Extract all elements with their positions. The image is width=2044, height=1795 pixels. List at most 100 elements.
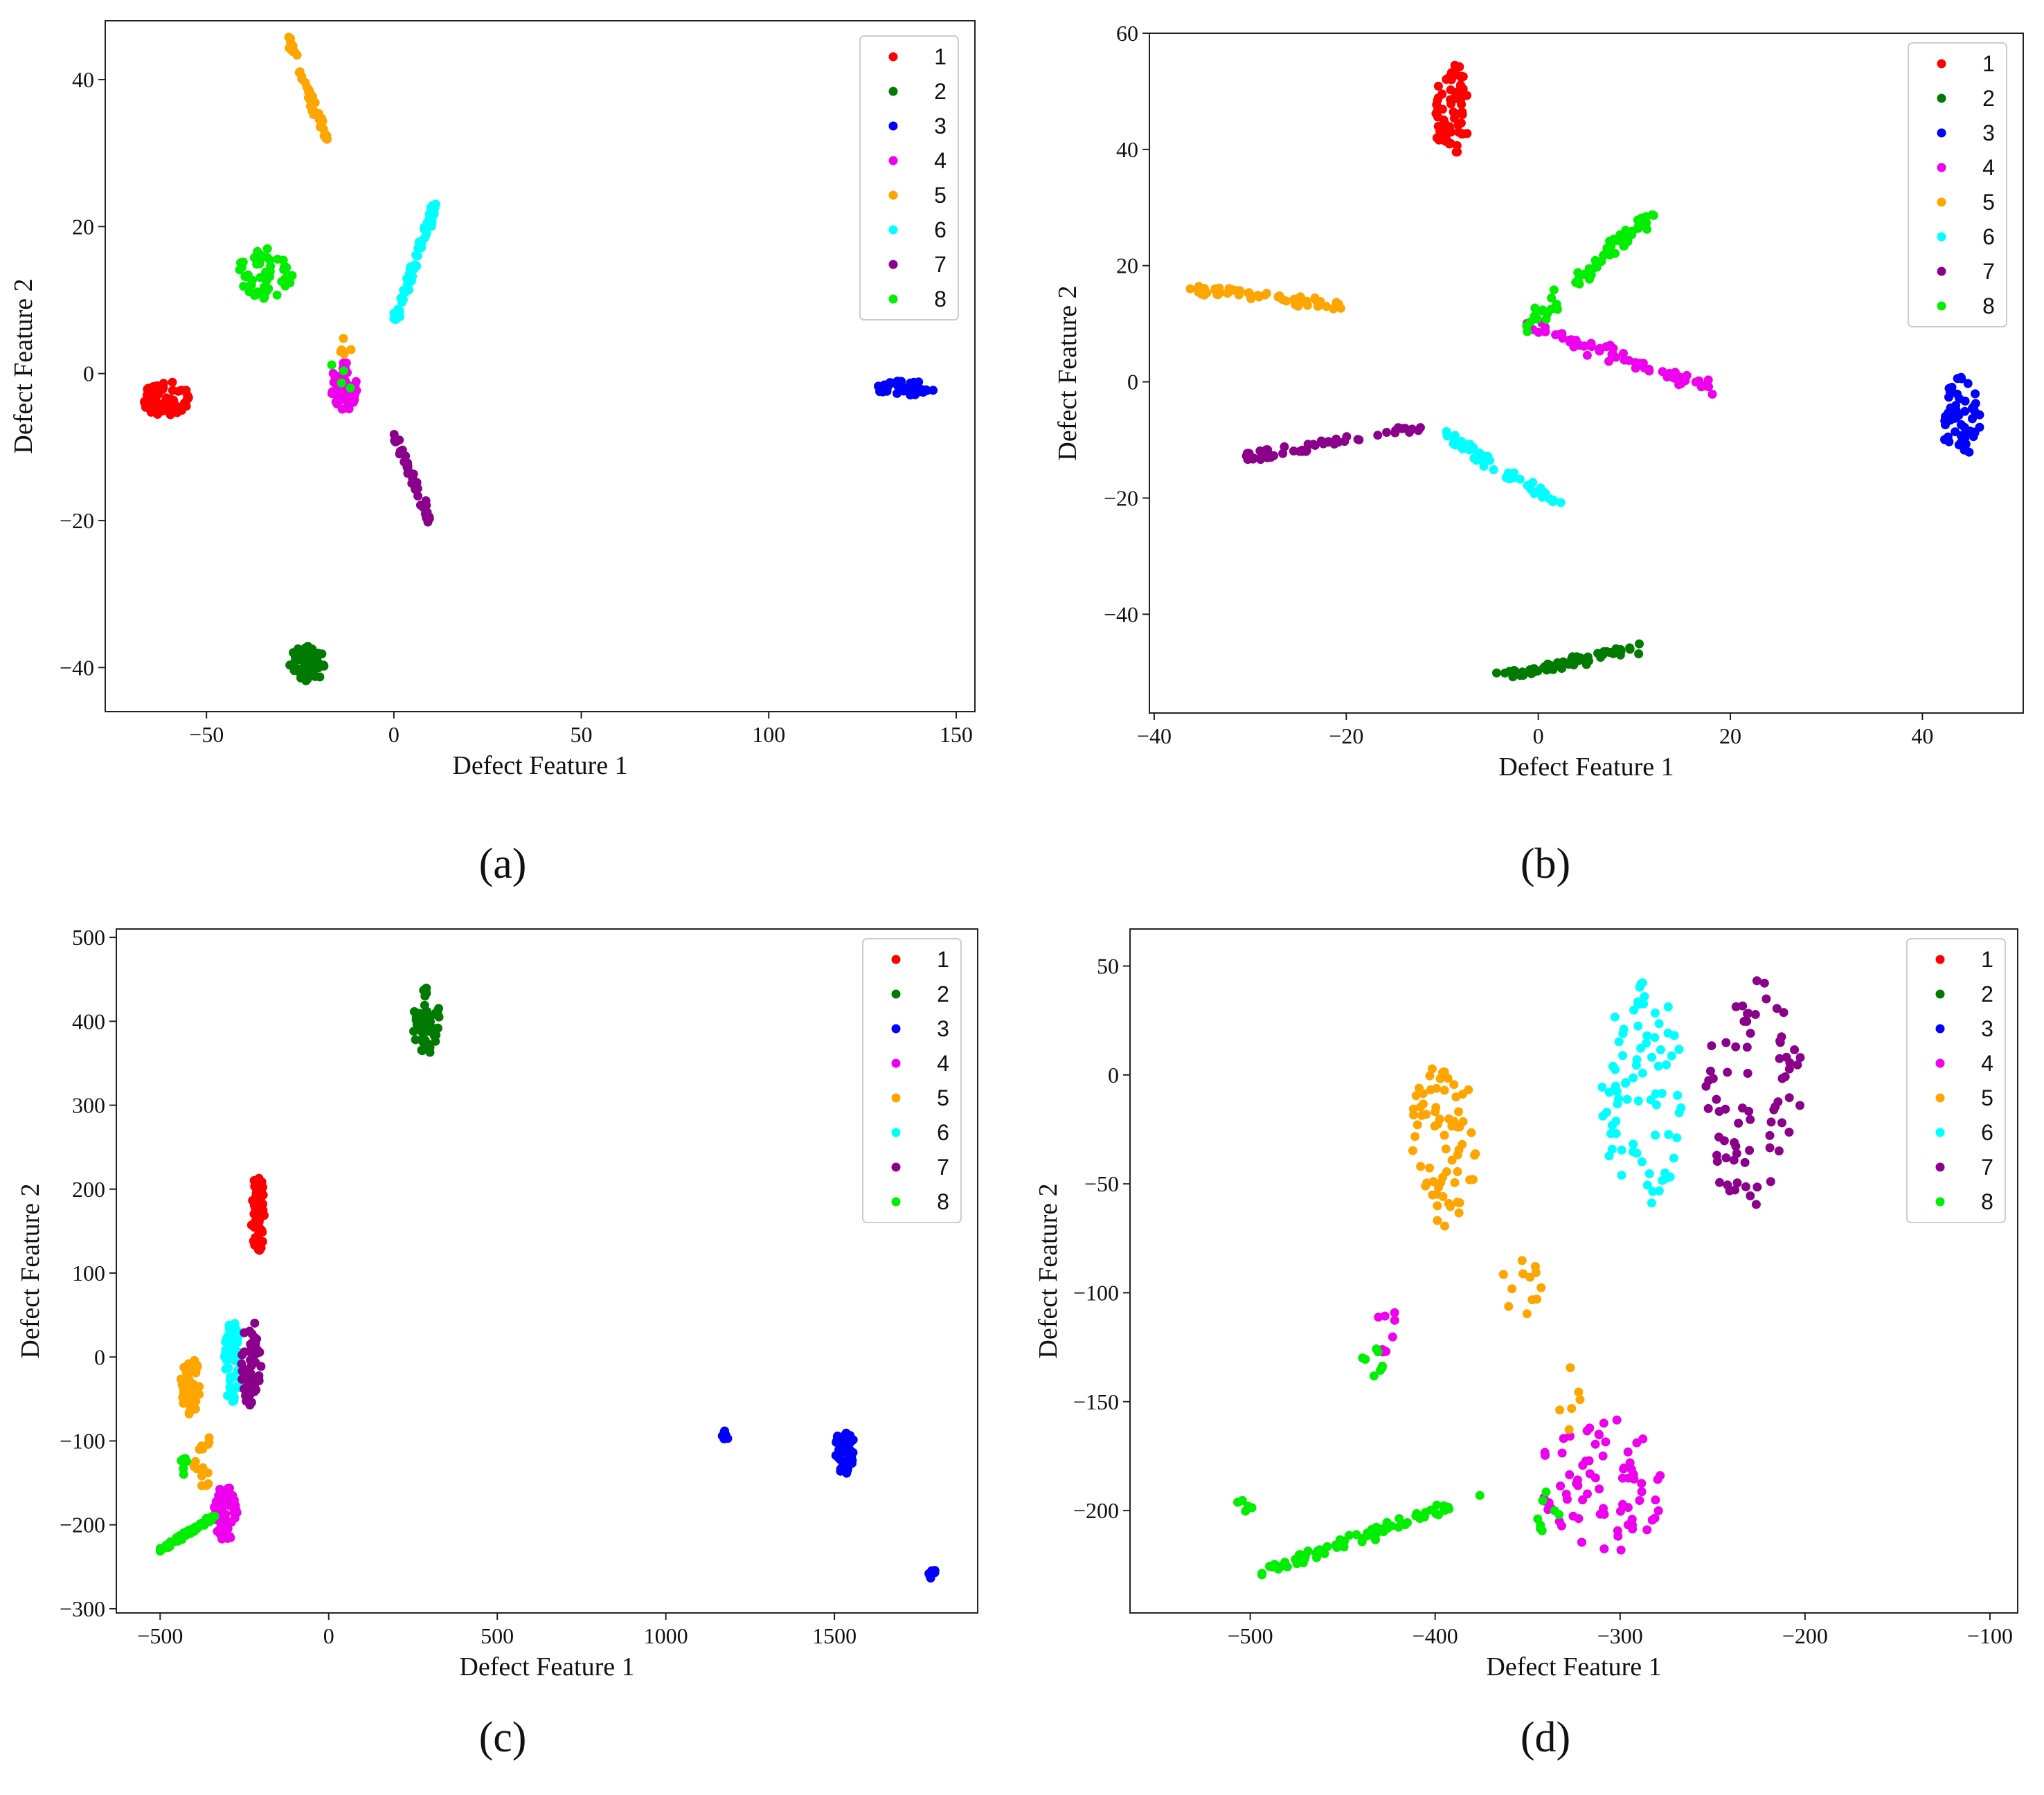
point-class-7 xyxy=(1729,1155,1739,1165)
point-class-6 xyxy=(1536,486,1546,496)
y-tick-label: −150 xyxy=(1073,1389,1119,1414)
y-tick-label: 60 xyxy=(1116,21,1138,46)
x-axis-title: Defect Feature 1 xyxy=(459,1652,634,1681)
point-class-2 xyxy=(1635,639,1644,649)
point-class-7 xyxy=(244,1346,254,1356)
point-class-5 xyxy=(1525,1272,1535,1282)
legend: 1 2 3 4 5 6 7 8 xyxy=(862,938,962,1223)
point-class-6 xyxy=(1648,1187,1658,1196)
point-class-7 xyxy=(1765,1130,1775,1140)
point-class-3 xyxy=(879,384,889,393)
point-class-5 xyxy=(1458,1117,1468,1126)
point-class-7 xyxy=(1723,1067,1732,1077)
point-class-5 xyxy=(1536,1283,1546,1292)
point-class-7 xyxy=(1715,1178,1724,1187)
point-class-5 xyxy=(1451,1092,1461,1102)
point-class-4 xyxy=(1590,1473,1600,1483)
legend-marker-3 xyxy=(1935,1024,1945,1034)
point-class-6 xyxy=(1654,1186,1664,1196)
point-class-5 xyxy=(1425,1071,1435,1081)
point-class-5 xyxy=(182,1381,192,1391)
point-class-6 xyxy=(1654,1019,1664,1029)
x-tick-label: −20 xyxy=(1329,723,1363,748)
y-tick-label: 20 xyxy=(1116,253,1138,278)
point-class-4 xyxy=(330,389,339,399)
point-class-7 xyxy=(1712,1094,1721,1104)
point-class-5 xyxy=(190,1391,200,1400)
y-tick-label: −200 xyxy=(60,1513,105,1537)
point-class-4 xyxy=(1390,1315,1399,1325)
point-class-4 xyxy=(1632,1438,1642,1447)
plot-frame xyxy=(1149,33,2024,714)
point-class-7 xyxy=(1373,431,1383,440)
point-class-6 xyxy=(1633,1000,1643,1009)
legend-label-3: 3 xyxy=(937,1016,949,1041)
point-class-4 xyxy=(1590,1439,1600,1449)
point-class-4 xyxy=(1557,329,1567,339)
point-class-4 xyxy=(1703,375,1713,385)
legend-marker-4 xyxy=(891,1058,901,1068)
point-class-1 xyxy=(153,390,163,399)
point-class-8 xyxy=(266,262,276,271)
point-class-8 xyxy=(170,1537,180,1546)
point-class-5 xyxy=(1504,1301,1514,1311)
y-tick-label: −200 xyxy=(1073,1498,1119,1523)
point-class-1 xyxy=(146,384,156,393)
point-class-4 xyxy=(1616,1545,1626,1555)
point-class-5 xyxy=(284,33,294,42)
scatter-points xyxy=(1233,976,1805,1580)
panel-caption: (b) xyxy=(1521,840,1570,887)
point-class-4 xyxy=(1578,1495,1588,1505)
point-class-4 xyxy=(1626,1465,1636,1474)
point-class-5 xyxy=(1408,1104,1418,1114)
point-class-4 xyxy=(1651,1495,1660,1505)
point-class-7 xyxy=(237,1359,246,1369)
legend-marker-8 xyxy=(888,294,898,304)
point-class-4 xyxy=(1619,1464,1629,1474)
point-class-7 xyxy=(1775,1054,1784,1063)
point-class-8 xyxy=(1358,1353,1368,1363)
point-class-6 xyxy=(1656,1045,1665,1054)
point-class-7 xyxy=(1721,1153,1731,1163)
point-class-6 xyxy=(1515,474,1525,484)
point-class-3 xyxy=(845,1431,854,1441)
x-axis-title: Defect Feature 1 xyxy=(452,751,627,780)
point-class-2 xyxy=(309,660,319,669)
legend-label-3: 3 xyxy=(1982,120,1995,145)
point-class-1 xyxy=(140,397,150,407)
point-class-8 xyxy=(327,360,337,370)
point-class-8 xyxy=(1373,1347,1383,1357)
panel-a: −50 0 50 100 150 −40 −20 0 20 40 Defect Feature 1 D… xyxy=(9,20,976,887)
point-class-5 xyxy=(1567,1404,1577,1414)
point-class-2 xyxy=(418,1034,427,1044)
point-class-5 xyxy=(319,124,328,134)
panel-d: −500 −400 −300 −200 −100−200−150−100−50050De… xyxy=(1034,928,2018,1761)
point-class-3 xyxy=(848,1456,857,1465)
point-class-6 xyxy=(1646,1095,1656,1105)
legend-label-8: 8 xyxy=(937,1189,949,1214)
x-tick-label: 0 xyxy=(323,1623,334,1648)
y-tick-label: 0 xyxy=(83,361,94,386)
point-class-7 xyxy=(1761,994,1771,1004)
point-class-7 xyxy=(251,1341,260,1351)
point-class-5 xyxy=(1433,1216,1442,1225)
point-class-8 xyxy=(339,366,348,376)
point-class-5 xyxy=(1453,1198,1462,1207)
point-class-4 xyxy=(1541,323,1550,332)
point-class-8 xyxy=(1543,309,1552,318)
point-class-7 xyxy=(254,1371,264,1380)
point-class-7 xyxy=(1731,1042,1741,1052)
legend-marker-5 xyxy=(1937,197,1946,207)
point-class-8 xyxy=(262,253,272,262)
point-class-4 xyxy=(1582,350,1592,360)
legend-label-5: 5 xyxy=(1982,190,1995,215)
y-tick-label: −100 xyxy=(60,1428,105,1453)
legend-label-4: 4 xyxy=(937,1051,949,1076)
point-class-5 xyxy=(1440,1221,1449,1231)
legend-label-6: 6 xyxy=(937,1120,949,1145)
point-class-4 xyxy=(1637,1487,1647,1497)
point-class-1 xyxy=(253,1200,263,1209)
point-class-6 xyxy=(1673,1090,1683,1100)
legend-label-3: 3 xyxy=(1981,1016,1993,1041)
